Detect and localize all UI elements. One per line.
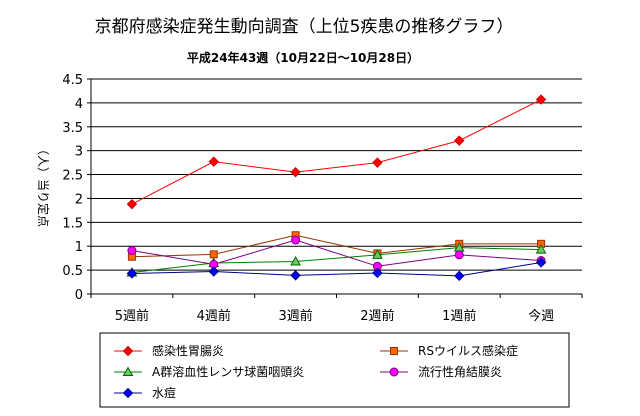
y-tick-label: 2.5 <box>62 169 83 184</box>
data-point <box>535 257 547 268</box>
data-point <box>291 235 301 245</box>
data-point <box>290 255 301 266</box>
data-point <box>290 166 301 178</box>
legend-marker <box>390 347 398 355</box>
y-tick-label: 3 <box>75 145 83 160</box>
data-point <box>127 246 137 256</box>
legend-label: 流行性角結膜炎 <box>418 365 502 379</box>
legend-label: A群溶血性レンサ球菌咽頭炎 <box>152 364 304 379</box>
y-tick-label: 4 <box>75 97 83 112</box>
data-point <box>454 250 464 260</box>
y-tick-label: 0 <box>75 288 83 303</box>
legend-marker <box>389 367 399 377</box>
data-point <box>208 156 219 167</box>
legend-marker <box>122 387 134 399</box>
legend-marker <box>122 366 134 376</box>
x-tick-label: 4週前 <box>197 308 231 324</box>
series-3 <box>126 242 547 277</box>
data-point <box>454 270 465 282</box>
y-tick-label: 4.5 <box>62 73 83 88</box>
x-tick-label: 5週前 <box>115 308 149 324</box>
x-tick-label: 1週前 <box>442 308 476 324</box>
series-line <box>131 239 542 267</box>
legend-item: 流行性角結膜炎 <box>380 365 502 379</box>
x-tick-label: 今週 <box>528 308 554 324</box>
gridlines <box>91 78 582 271</box>
x-tick-label: 3週前 <box>278 308 312 324</box>
legend-item: 水痘 <box>114 385 176 400</box>
chart-title: 京都府感染症発生動向調査（上位5疾患の推移グラフ） <box>95 17 514 37</box>
legend-item: RSウイルス感染症 <box>380 343 518 358</box>
series-line <box>131 99 542 205</box>
y-tick-label: 3.5 <box>62 121 83 136</box>
axes <box>87 78 583 298</box>
series-1 <box>126 94 547 210</box>
y-tick-label: 1 <box>75 240 83 255</box>
data-point <box>535 94 547 105</box>
series-line <box>131 261 542 277</box>
legend-label: 感染性胃腸炎 <box>152 343 224 358</box>
data-point <box>535 244 547 254</box>
series-layer <box>126 94 547 282</box>
data-point <box>208 266 219 277</box>
legend-item: 感染性胃腸炎 <box>114 343 224 358</box>
series-4 <box>127 235 546 271</box>
data-point <box>290 270 301 281</box>
y-tick-label: 1.5 <box>62 216 83 231</box>
data-point <box>372 157 383 168</box>
legend-box <box>99 332 570 408</box>
series-5 <box>126 257 547 282</box>
data-point <box>372 249 383 259</box>
series-line <box>131 247 542 273</box>
x-tick-label: 2週前 <box>360 308 394 324</box>
data-point <box>209 250 218 259</box>
data-point <box>126 198 138 210</box>
data-point <box>372 267 383 279</box>
chart-subtitle: 平成24年43週（10月22日～10月28日） <box>187 50 419 65</box>
data-point <box>454 135 465 146</box>
legend-item: A群溶血性レンサ球菌咽頭炎 <box>114 364 304 379</box>
x-tick-labels: 5週前 4週前 3週前 2週前 1週前 今週 <box>115 308 554 324</box>
y-tick-label: 0.5 <box>62 264 83 279</box>
legend-label: 水痘 <box>152 385 176 400</box>
y-tick-labels: 0 0.5 1 1.5 2 2.5 3 3.5 4 4.5 <box>62 73 83 303</box>
data-point <box>126 268 138 279</box>
series-line <box>131 234 542 258</box>
y-tick-label: 2 <box>75 192 83 207</box>
y-axis-label: （人）当り定点 <box>36 143 51 227</box>
legend-label: RSウイルス感染症 <box>418 343 518 358</box>
legend-marker <box>122 345 134 357</box>
